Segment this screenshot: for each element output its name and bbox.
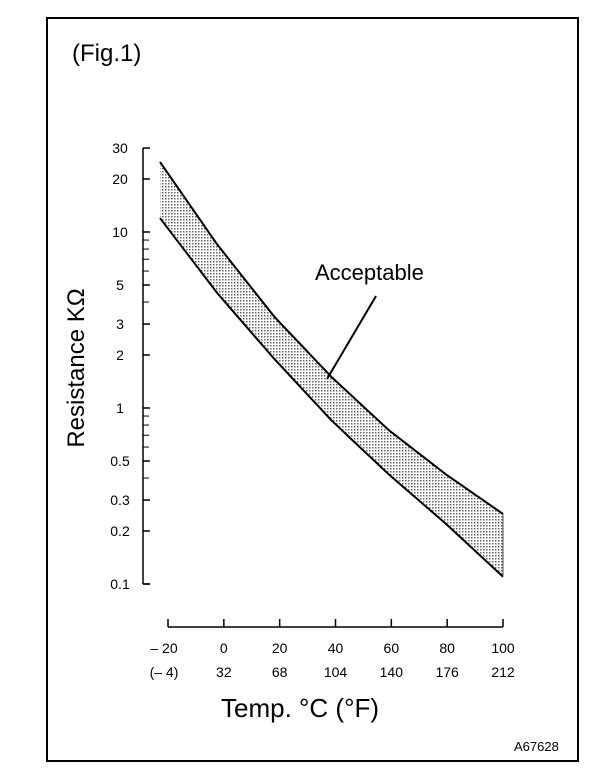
- acceptable-band: [160, 161, 503, 577]
- x-tick-label-celsius: 0: [220, 640, 228, 656]
- x-tick-label-celsius: 40: [328, 640, 344, 656]
- figure-label: (Fig.1): [72, 40, 142, 67]
- x-tick-label-fahrenheit: (– 4): [150, 664, 179, 680]
- y-tick-label: 3: [116, 316, 124, 332]
- upper-limit-line: [159, 161, 504, 515]
- figure-code: A67628: [514, 739, 559, 754]
- x-tick-label-celsius: 80: [439, 640, 455, 656]
- x-tick-label-fahrenheit: 176: [435, 664, 459, 680]
- figure-frame: [46, 17, 579, 762]
- x-tick-label-celsius: 100: [491, 640, 515, 656]
- y-tick-label: 1: [116, 400, 124, 416]
- x-tick-label-fahrenheit: 32: [216, 664, 232, 680]
- y-tick-label: 2: [116, 347, 124, 363]
- x-axis-label: Temp. °C (°F): [221, 693, 379, 723]
- y-tick-label: 0.2: [110, 523, 130, 539]
- y-tick-label: 0.3: [110, 492, 130, 508]
- x-tick-label-fahrenheit: 104: [324, 664, 348, 680]
- x-tick-label-fahrenheit: 212: [491, 664, 515, 680]
- y-tick-label: 0.5: [110, 453, 130, 469]
- y-tick-label: 5: [116, 277, 124, 293]
- y-tick-label: 10: [112, 224, 128, 240]
- x-tick-label-fahrenheit: 68: [272, 664, 288, 680]
- y-axis-label: Resistance KΩ: [63, 288, 90, 447]
- x-tick-label-fahrenheit: 140: [380, 664, 404, 680]
- y-tick-label: 20: [112, 171, 128, 187]
- x-tick-label-celsius: 60: [384, 640, 400, 656]
- annotation-leader-line: [326, 295, 377, 380]
- acceptable-annotation: Acceptable: [315, 260, 424, 285]
- y-tick-label: 30: [112, 140, 128, 156]
- lower-limit-line: [159, 217, 504, 578]
- x-tick-label-celsius: 20: [272, 640, 288, 656]
- x-tick-label-celsius: – 20: [150, 640, 177, 656]
- y-tick-label: 0.1: [110, 576, 130, 592]
